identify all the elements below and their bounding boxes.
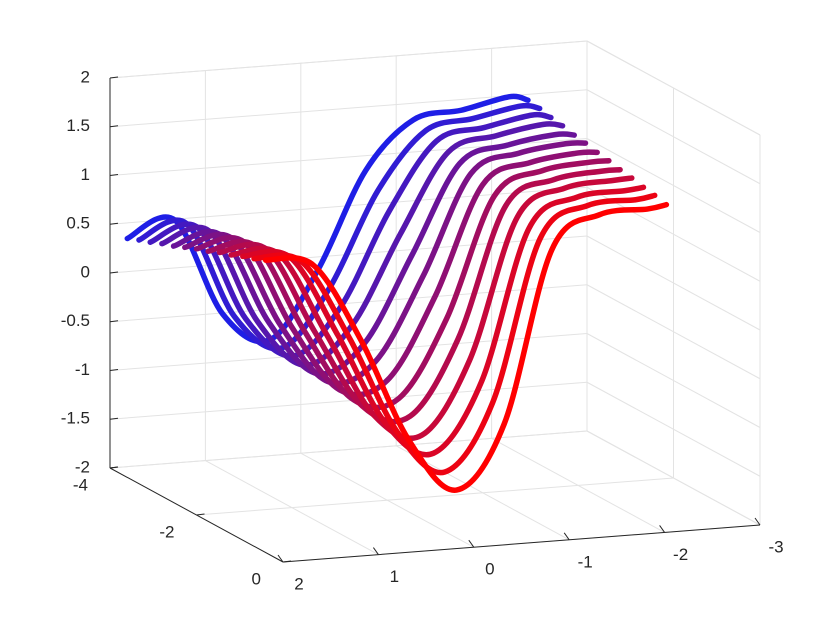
x-tick-label: 0 [485, 560, 494, 579]
x-tick-label: 1 [390, 567, 399, 586]
curve [170, 131, 578, 377]
z-tick [109, 174, 119, 176]
z-tick [109, 125, 119, 128]
curve [147, 111, 554, 359]
x-tick [372, 547, 379, 555]
box-edge [586, 40, 761, 136]
curve [124, 93, 531, 345]
x-tick-label: 2 [294, 574, 303, 593]
x-tick [277, 554, 284, 563]
z-tick-label: -2 [75, 457, 90, 476]
y-tick-label: 0 [252, 569, 261, 588]
grid-line [109, 381, 588, 420]
z-tick [109, 369, 119, 371]
z-tick-label: -0.5 [61, 311, 90, 330]
curve [136, 102, 543, 352]
curve [193, 149, 600, 398]
y-tick-label: -2 [159, 522, 174, 541]
z-tick [109, 76, 119, 79]
grid-line [196, 477, 674, 516]
curve [159, 121, 566, 368]
y-tick-label: -4 [73, 475, 88, 494]
curve [251, 192, 658, 476]
x-tick [754, 517, 761, 526]
curve [205, 157, 612, 411]
y-tick [282, 560, 292, 563]
curve [262, 201, 670, 493]
z-tick [109, 222, 119, 225]
x-axis [282, 524, 761, 563]
x-tick-label: -3 [768, 537, 783, 556]
x-tick-label: -1 [578, 552, 593, 571]
z-tick [109, 271, 119, 274]
x-tick [659, 525, 666, 533]
z-tick-label: 2 [81, 67, 90, 86]
x-tick-label: -2 [673, 545, 688, 564]
z-tick-label: 0.5 [66, 214, 90, 233]
grid-line [109, 430, 588, 469]
z-tick [109, 320, 119, 323]
y-tick [109, 466, 119, 469]
curve [228, 175, 635, 442]
box-edge [109, 40, 588, 79]
z-tick-label: -1.5 [61, 409, 90, 428]
z-tick-label: 1.5 [66, 116, 90, 135]
curve [216, 167, 623, 425]
y-tick [196, 513, 205, 516]
z-tick-label: 0 [81, 262, 90, 281]
z-tick-label: -1 [75, 360, 90, 379]
z-tick-label: 1 [81, 165, 90, 184]
x-tick [563, 532, 570, 541]
z-tick [109, 417, 119, 420]
x-tick [468, 539, 475, 548]
curve [182, 140, 589, 387]
curve [240, 184, 647, 458]
